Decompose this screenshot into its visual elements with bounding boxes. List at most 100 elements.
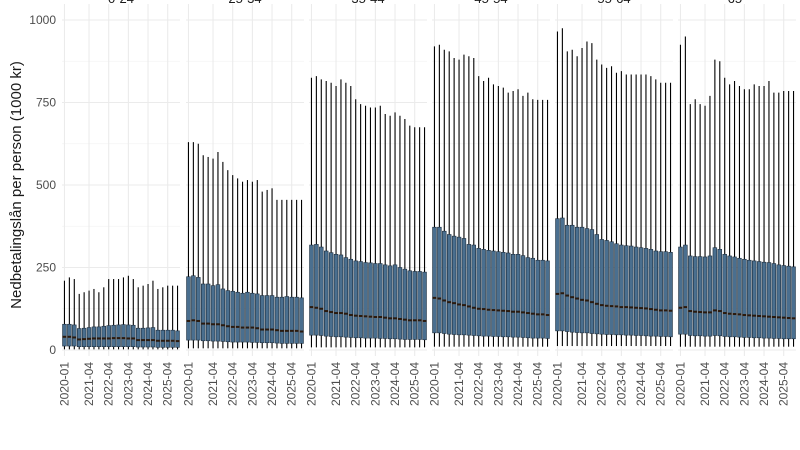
box [584, 228, 590, 334]
x-tick-label: 2023-04 [737, 362, 751, 406]
box [643, 248, 649, 337]
box [368, 262, 373, 339]
box [225, 290, 231, 343]
box [62, 323, 67, 347]
box [555, 218, 560, 332]
box [294, 296, 299, 344]
box [776, 264, 782, 339]
box [191, 275, 196, 341]
box [525, 257, 531, 339]
x-tick-label: 2025-04 [777, 362, 791, 406]
box [121, 324, 126, 347]
box [67, 323, 72, 347]
box [230, 290, 235, 343]
box [712, 247, 718, 336]
box [442, 230, 447, 334]
box [697, 256, 703, 337]
panel-label: 25-34 [228, 0, 261, 6]
box [432, 226, 437, 334]
box [628, 245, 634, 336]
x-tick-label: 2024-04 [141, 362, 155, 406]
box [638, 247, 644, 336]
box [196, 277, 201, 341]
box [451, 235, 457, 335]
x-tick-label: 2024-04 [388, 362, 402, 406]
y-axis-title: Nedbetalingslån per person (1000 kr) [8, 61, 25, 309]
box [791, 266, 796, 340]
box [328, 252, 334, 337]
box [314, 244, 319, 336]
x-tick-label: 2025-04 [531, 362, 545, 406]
panel-label: 55-64 [597, 0, 630, 6]
box [200, 283, 206, 342]
y-tick-label: 500 [36, 178, 56, 192]
panel-label: 45-54 [474, 0, 507, 6]
box [756, 261, 762, 339]
box [240, 292, 245, 343]
box [471, 244, 477, 336]
box [348, 258, 354, 338]
box [407, 270, 413, 340]
box [96, 326, 102, 347]
box [135, 327, 141, 348]
box [633, 246, 639, 336]
box [545, 260, 550, 339]
box [688, 255, 693, 336]
box [599, 239, 604, 335]
box [481, 249, 486, 337]
box [284, 296, 290, 344]
box [397, 267, 403, 340]
box [619, 244, 624, 336]
box [165, 329, 170, 348]
box [737, 257, 742, 338]
box [771, 263, 777, 339]
box [747, 259, 752, 338]
box [319, 246, 324, 336]
box [604, 240, 609, 335]
x-tick-label: 2020-01 [57, 362, 71, 406]
x-tick-label: 2020-01 [304, 362, 318, 406]
box [363, 262, 368, 339]
box [781, 265, 786, 340]
box [160, 329, 166, 348]
box [279, 296, 285, 344]
box [624, 245, 629, 336]
box [786, 265, 791, 340]
panel-label: 35-44 [351, 0, 384, 6]
x-tick-label: 2023-04 [245, 362, 259, 406]
box [353, 260, 358, 339]
box [579, 226, 585, 334]
box [72, 324, 77, 347]
x-tick-label: 2022-04 [349, 362, 363, 406]
box [289, 296, 294, 344]
box [126, 324, 131, 348]
x-tick-label: 2022-04 [595, 362, 609, 406]
box [205, 283, 211, 342]
x-tick-label: 2023-04 [491, 362, 505, 406]
x-tick-label: 2023-04 [614, 362, 628, 406]
box [574, 226, 580, 333]
box [86, 327, 92, 347]
box [668, 252, 673, 338]
box [761, 261, 767, 339]
x-tick-label: 2021-04 [698, 362, 712, 406]
box [456, 236, 462, 336]
y-tick-label: 250 [36, 261, 56, 275]
box [732, 256, 737, 338]
box [387, 265, 393, 340]
box [727, 255, 732, 338]
x-tick-label: 2020-01 [673, 362, 687, 406]
box [437, 226, 442, 334]
box [530, 257, 536, 339]
x-tick-label: 2025-04 [654, 362, 668, 406]
box [106, 325, 111, 347]
box [569, 224, 575, 333]
x-tick-label: 2021-04 [329, 362, 343, 406]
box [658, 251, 663, 337]
box [309, 244, 314, 336]
box [186, 276, 191, 341]
box [614, 243, 619, 336]
x-tick-label: 2024-04 [757, 362, 771, 406]
box [76, 328, 82, 347]
box [392, 264, 398, 340]
